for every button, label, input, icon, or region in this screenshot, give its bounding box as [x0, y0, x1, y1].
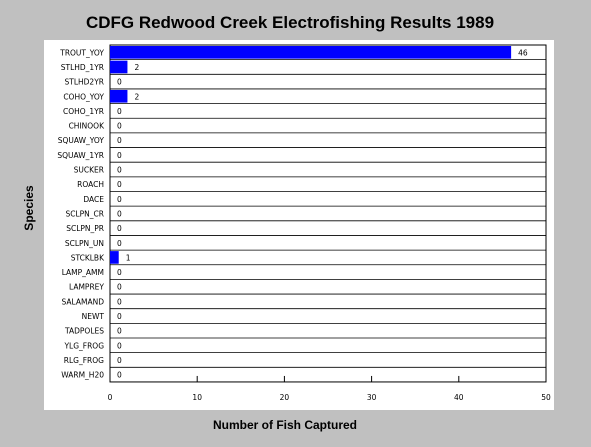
category-label: ROACH: [77, 180, 104, 189]
x-tick-label: 0: [108, 393, 113, 402]
data-label: 46: [518, 48, 528, 57]
data-label: 2: [134, 92, 139, 101]
data-label: 1: [126, 253, 131, 262]
data-label: 0: [117, 268, 122, 277]
category-label: LAMP_AMM: [62, 268, 104, 277]
bar: [110, 60, 128, 74]
data-label: 0: [117, 283, 122, 292]
data-label: 0: [117, 107, 122, 116]
data-label: 0: [117, 136, 122, 145]
plot-frame: [109, 44, 547, 383]
x-axis-ticks: 0 10 20 30 40 50: [108, 375, 551, 402]
category-label: SCLPN_UN: [65, 239, 104, 248]
category-label: SUCKER: [74, 166, 104, 175]
data-label: 2: [134, 63, 139, 72]
data-label: 0: [117, 371, 122, 380]
category-label: COHO_1YR: [63, 107, 104, 116]
data-label: 0: [117, 151, 122, 160]
category-label: SQUAW_1YR: [57, 151, 104, 160]
bar: [110, 89, 128, 103]
category-label: TADPOLES: [64, 327, 104, 336]
x-tick-label: 50: [541, 393, 551, 402]
data-label: 0: [117, 327, 122, 336]
data-label: 0: [117, 356, 122, 365]
x-tick-label: 40: [454, 393, 464, 402]
category-labels: TROUT_YOY STLHD_1YR STLHD2YR COHO_YOY COHO_1…: [57, 48, 105, 379]
chart-title: CDFG Redwood Creek Electrofishing Result…: [86, 13, 494, 32]
category-label: CHINOOK: [69, 122, 106, 131]
data-label: 0: [117, 297, 122, 306]
category-label: STCKLBK: [71, 253, 105, 262]
category-label: STLHD2YR: [65, 78, 105, 87]
category-label: RLG_FROG: [64, 356, 104, 365]
category-label: SCLPN_PR: [66, 224, 104, 233]
category-label: DACE: [83, 195, 104, 204]
category-label: SQUAW_YOY: [58, 136, 105, 145]
y-axis-title: Species: [22, 185, 36, 231]
x-axis-title: Number of Fish Captured: [213, 418, 357, 432]
data-label: 0: [117, 224, 122, 233]
grid-lines: [109, 44, 547, 383]
data-label: 0: [117, 209, 122, 218]
bar: [110, 251, 119, 264]
category-label: WARM_H20: [61, 371, 104, 380]
data-label: 0: [117, 341, 122, 350]
data-label: 0: [117, 180, 122, 189]
data-label: 0: [117, 239, 122, 248]
plot-background: [44, 40, 554, 410]
data-label: 0: [117, 166, 122, 175]
data-label: 0: [117, 312, 122, 321]
bar: [110, 46, 512, 59]
category-label: NEWT: [82, 312, 105, 321]
x-tick-label: 30: [367, 393, 377, 402]
x-tick-label: 10: [192, 393, 202, 402]
category-label: STLHD_1YR: [61, 63, 104, 72]
category-label: SALAMAND: [62, 297, 105, 306]
category-label: SCLPN_CR: [65, 209, 104, 218]
data-label: 0: [117, 122, 122, 131]
category-label: YLG_FROG: [63, 341, 104, 350]
data-label: 0: [117, 78, 122, 87]
data-label: 0: [117, 195, 122, 204]
category-label: COHO_YOY: [63, 92, 104, 101]
category-label: TROUT_YOY: [59, 48, 104, 57]
x-tick-label: 20: [280, 393, 290, 402]
category-label: LAMPREY: [69, 283, 104, 292]
